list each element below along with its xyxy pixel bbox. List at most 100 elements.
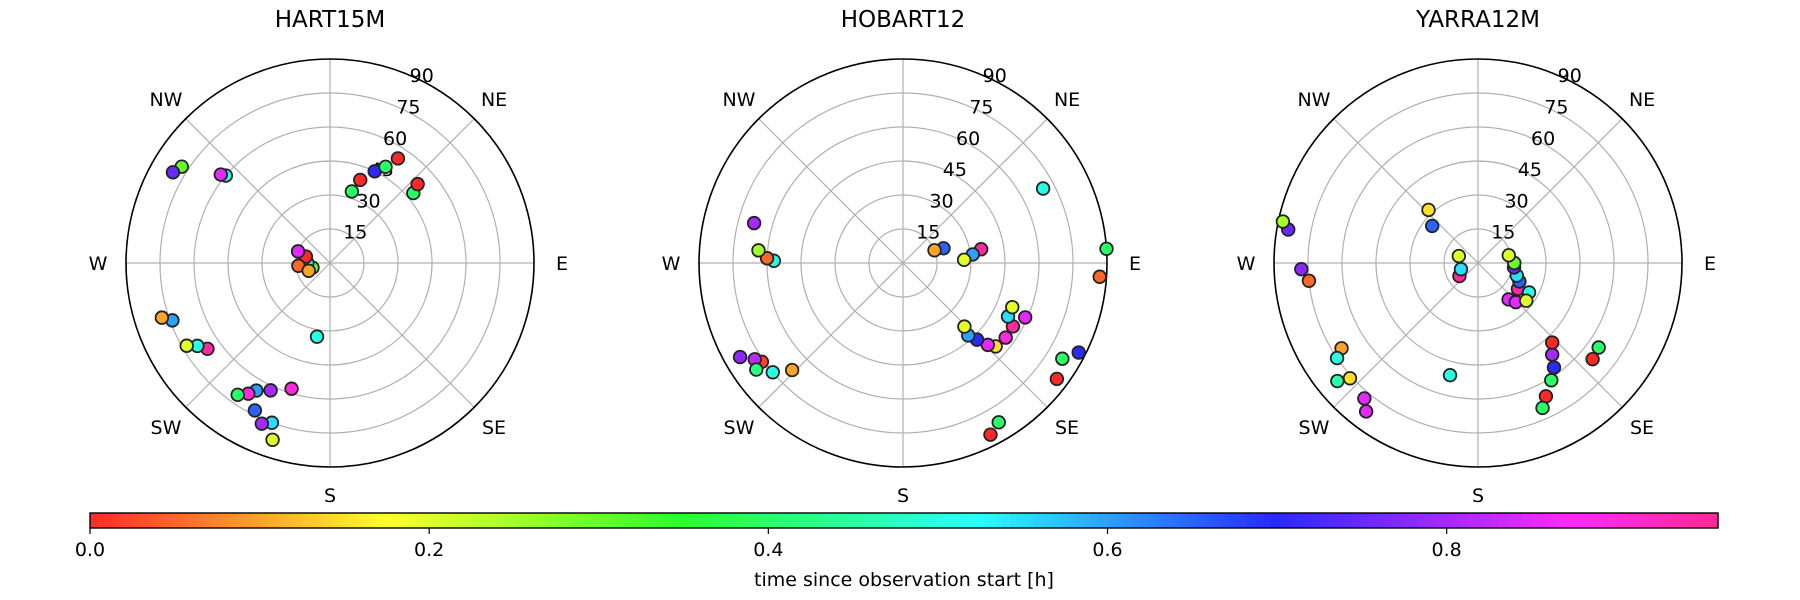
colorbar-label: time since observation start [h] <box>754 569 1054 591</box>
colorbar-segment <box>1367 513 1377 528</box>
radial-tick-label: 60 <box>956 128 980 150</box>
colorbar-segment <box>806 513 816 528</box>
colorbar-segment <box>431 513 441 528</box>
colorbar-segment <box>676 513 685 528</box>
colorbar-segment <box>960 513 970 528</box>
colorbar-segment <box>1205 513 1214 528</box>
scatter-point <box>165 165 181 180</box>
scatter-point <box>1544 373 1559 388</box>
scatter-point <box>265 432 280 447</box>
colorbar-segment <box>179 513 189 528</box>
angular-grid-line <box>185 262 331 408</box>
scatter-point <box>1546 360 1562 375</box>
scatter-point <box>991 415 1006 430</box>
colorbar-segment <box>1026 513 1035 528</box>
direction-label-nw: NW <box>722 89 755 111</box>
scatter-point <box>732 349 748 365</box>
angular-grid-line <box>902 118 1048 264</box>
colorbar-segment <box>1286 513 1296 528</box>
scatter-point <box>213 167 228 182</box>
colorbar-segment <box>1563 513 1573 528</box>
colorbar-segment <box>1416 513 1426 528</box>
colorbar-segment <box>1359 513 1369 528</box>
colorbar-segment <box>1522 513 1532 528</box>
colorbar-segment <box>904 513 913 528</box>
colorbar-segment <box>1490 513 1499 528</box>
scatter-point <box>254 416 270 431</box>
colorbar-segment <box>1433 513 1442 528</box>
colorbar-segment <box>342 513 352 528</box>
colorbar-segment <box>578 513 588 528</box>
colorbar-segment <box>374 513 384 528</box>
scatter-point <box>1545 335 1560 350</box>
scatter-point <box>1453 262 1469 277</box>
direction-label-w: W <box>662 253 681 275</box>
colorbar-segment <box>741 513 750 528</box>
colorbar-segment <box>912 513 921 528</box>
colorbar-segment <box>301 513 311 528</box>
colorbar-segment <box>667 513 677 528</box>
direction-label-e: E <box>556 253 568 275</box>
scatter-point <box>746 215 762 231</box>
colorbar-segment <box>1107 513 1117 528</box>
colorbar-segment <box>1034 513 1043 528</box>
scatter-point <box>1049 371 1065 387</box>
colorbar-segment <box>1083 513 1092 528</box>
direction-label-s: S <box>897 485 909 507</box>
radial-tick-label: 90 <box>410 65 434 87</box>
colorbar-segment <box>1587 513 1597 528</box>
scatter-point <box>1442 367 1458 383</box>
radial-tick-label: 30 <box>1504 190 1528 212</box>
colorbar-segment <box>326 513 335 528</box>
scatter-point <box>1294 261 1309 277</box>
radial-tick-label: 15 <box>1491 222 1515 244</box>
colorbar-segment <box>977 513 986 528</box>
radial-tick-label: 90 <box>1558 65 1582 87</box>
colorbar-segment <box>855 513 864 528</box>
colorbar-segment <box>619 513 628 528</box>
colorbar-segment <box>1066 513 1076 528</box>
radial-tick-label: 15 <box>916 222 940 244</box>
colorbar-segment <box>1506 513 1516 528</box>
colorbar-segment <box>309 513 319 528</box>
colorbar-segment <box>1042 513 1052 528</box>
colorbar-segment <box>643 513 653 528</box>
colorbar-segment <box>1579 513 1589 528</box>
colorbar-segment <box>651 513 661 528</box>
colorbar-segment <box>944 513 954 528</box>
scatter-point <box>751 243 766 258</box>
scatter-point <box>983 427 998 442</box>
colorbar-segment <box>399 513 409 528</box>
colorbar-segment <box>488 513 498 528</box>
colorbar-segment <box>708 513 718 528</box>
colorbar-segment <box>1123 513 1133 528</box>
colorbar-segment <box>244 513 254 528</box>
colorbar-segment <box>228 513 238 528</box>
colorbar-segment <box>602 513 612 528</box>
scatter-point <box>154 310 170 325</box>
radial-tick-label: 30 <box>929 190 953 212</box>
colorbar-segment <box>448 513 457 528</box>
scatter-point <box>1451 248 1467 264</box>
colorbar-segment <box>130 513 140 528</box>
colorbar-segment <box>749 513 759 528</box>
angular-grid-line <box>329 262 475 408</box>
colorbar-segment <box>1115 513 1125 528</box>
colorbar-segment <box>1188 513 1198 528</box>
scatter-point <box>1519 293 1534 308</box>
colorbar-segment <box>863 513 873 528</box>
colorbar-segment <box>1050 513 1060 528</box>
colorbar-segment <box>1709 513 1719 528</box>
colorbar-segment <box>1058 513 1068 528</box>
colorbar-segment <box>1351 513 1361 528</box>
colorbar-frame <box>89 512 1719 529</box>
colorbar-segment <box>1001 513 1011 528</box>
colorbar-segment <box>277 513 286 528</box>
angular-grid-line <box>1333 118 1479 264</box>
scatter-point <box>1071 345 1086 360</box>
colorbar-segment <box>1669 513 1678 528</box>
colorbar-segment <box>586 513 596 528</box>
colorbar-segment <box>1661 513 1670 528</box>
colorbar-segment <box>1652 513 1662 528</box>
